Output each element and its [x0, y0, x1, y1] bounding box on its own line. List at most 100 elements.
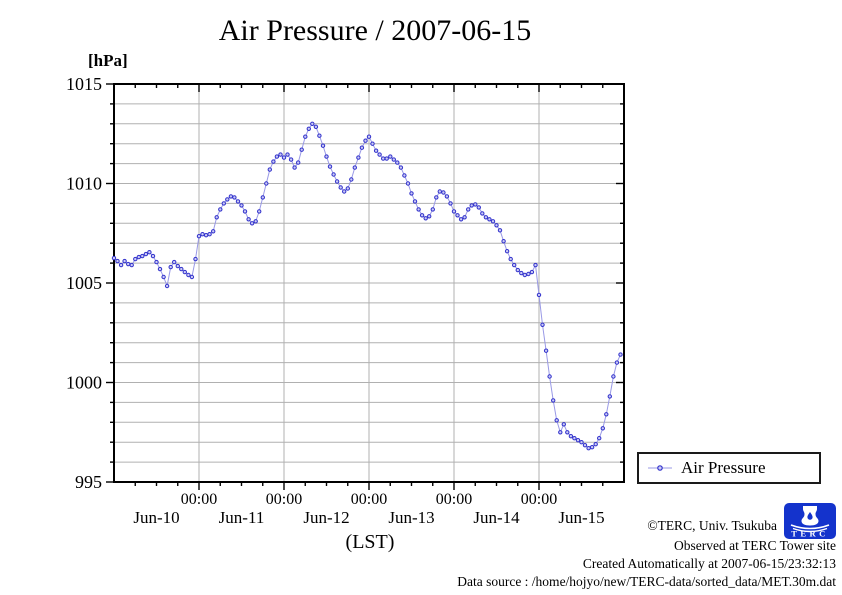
data-point: [136, 254, 142, 260]
x-time-tick-label: 00:00: [266, 491, 302, 508]
data-point: [529, 269, 535, 275]
data-point: [313, 124, 319, 130]
data-point: [437, 189, 442, 194]
data-point: [412, 199, 418, 204]
data-point: [487, 217, 492, 222]
data-point: [473, 202, 478, 207]
data-point: [257, 209, 262, 214]
data-point: [154, 259, 159, 265]
data-point: [161, 274, 166, 280]
terc-logo-icon: TERC: [784, 503, 836, 539]
data-point: [143, 251, 149, 257]
data-point: [373, 148, 379, 153]
data-point: [575, 438, 581, 443]
x-day-tick-label: Jun-11: [219, 508, 265, 527]
data-point: [512, 262, 517, 268]
data-point: [274, 154, 280, 159]
data-point: [427, 214, 432, 219]
data-point: [423, 216, 428, 221]
data-point: [267, 167, 272, 172]
x-time-tick-label: 00:00: [351, 491, 387, 508]
data-point: [444, 194, 450, 199]
data-point: [462, 215, 467, 220]
data-point: [189, 274, 195, 280]
data-point: [409, 191, 414, 196]
footer-copyright: ©TERC, Univ. Tsukuba: [647, 518, 777, 533]
data-point: [320, 143, 326, 148]
data-point: [579, 440, 584, 445]
data-point: [458, 217, 464, 222]
data-point: [133, 256, 138, 262]
data-point: [494, 223, 499, 228]
data-point: [441, 190, 446, 195]
data-point: [271, 159, 276, 164]
data-point: [398, 165, 404, 170]
x-axis-label: (LST): [345, 531, 395, 553]
data-point: [118, 262, 124, 268]
data-point: [504, 249, 510, 254]
data-point: [497, 228, 503, 233]
data-point: [281, 155, 287, 160]
data-point: [391, 157, 396, 162]
data-point: [242, 209, 248, 214]
data-point: [589, 445, 595, 450]
data-point: [565, 430, 570, 435]
data-point: [611, 374, 616, 379]
data-point: [586, 446, 591, 451]
data-point: [543, 348, 549, 353]
data-point: [288, 157, 294, 162]
data-point: [515, 267, 520, 273]
data-point: [299, 147, 304, 152]
data-point: [327, 164, 333, 169]
data-point: [480, 211, 485, 216]
data-point: [476, 205, 481, 210]
data-point: [214, 215, 219, 220]
data-point: [551, 398, 556, 403]
data-point: [388, 154, 393, 159]
legend-label: Air Pressure: [681, 458, 766, 477]
data-point: [554, 418, 559, 423]
footer-created: Created Automatically at 2007-06-15/23:3…: [582, 556, 836, 571]
data-point: [370, 141, 375, 146]
data-point: [253, 219, 258, 224]
data-point: [228, 194, 234, 199]
data-point: [200, 232, 205, 237]
data-point: [395, 160, 400, 165]
footer-observed: Observed at TERC Tower site: [673, 538, 836, 553]
data-point: [451, 209, 457, 214]
data-point: [607, 394, 612, 399]
y-axis-unit-label: [hPa]: [88, 51, 128, 70]
x-day-tick-label: Jun-12: [303, 508, 349, 527]
y-tick-label: 1015: [66, 74, 102, 94]
data-point: [182, 269, 188, 275]
data-point: [172, 259, 177, 265]
plot-border: [113, 83, 625, 483]
data-point: [179, 266, 184, 272]
data-point: [338, 185, 343, 190]
air-pressure-line: [113, 123, 621, 449]
data-point: [306, 126, 311, 132]
y-tick-label: 995: [75, 472, 102, 492]
data-point: [614, 360, 620, 365]
data-point: [260, 195, 265, 200]
y-tick-label: 1010: [66, 174, 102, 194]
data-point: [115, 258, 120, 264]
data-point: [292, 165, 297, 170]
data-point: [448, 201, 453, 206]
data-point: [211, 229, 216, 234]
data-point: [235, 199, 241, 204]
data-point: [264, 181, 269, 186]
data-point: [490, 219, 496, 224]
data-point: [540, 322, 545, 327]
data-point: [285, 152, 290, 157]
data-point: [122, 258, 127, 264]
data-point: [547, 374, 552, 379]
data-point: [561, 422, 566, 427]
data-point: [416, 207, 421, 212]
data-point: [186, 272, 191, 278]
data-point: [164, 283, 170, 289]
data-point: [501, 239, 506, 244]
data-point: [331, 172, 336, 177]
data-point: [310, 121, 315, 127]
